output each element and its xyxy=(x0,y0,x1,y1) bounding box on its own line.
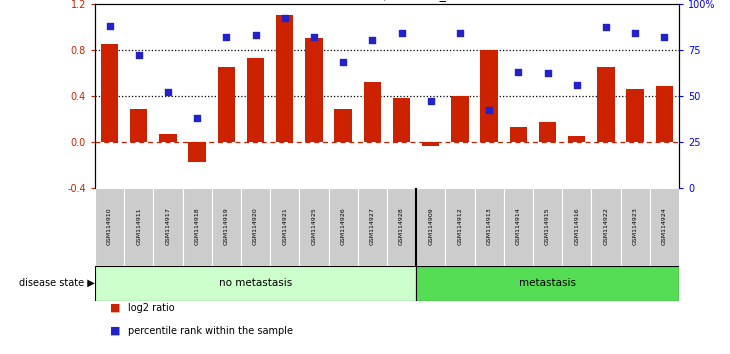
Bar xyxy=(305,38,323,142)
Bar xyxy=(95,188,124,266)
Point xyxy=(600,25,612,30)
Bar xyxy=(504,188,533,266)
Bar xyxy=(597,67,615,142)
Bar xyxy=(95,266,416,301)
Bar xyxy=(445,188,475,266)
Bar xyxy=(212,188,241,266)
Text: ■: ■ xyxy=(110,326,120,336)
Text: disease state ▶: disease state ▶ xyxy=(19,278,95,288)
Bar xyxy=(334,109,352,142)
Text: GSM114915: GSM114915 xyxy=(545,208,550,245)
Bar xyxy=(451,96,469,142)
Bar xyxy=(299,188,328,266)
Bar xyxy=(533,188,562,266)
Bar xyxy=(328,188,358,266)
Bar xyxy=(626,89,644,142)
Bar xyxy=(270,188,299,266)
Text: GSM114925: GSM114925 xyxy=(312,208,316,245)
Bar xyxy=(656,86,673,142)
Bar xyxy=(247,58,264,142)
Point xyxy=(425,98,437,104)
Text: GSM114914: GSM114914 xyxy=(516,208,520,245)
Text: GSM114923: GSM114923 xyxy=(633,208,637,245)
Bar xyxy=(393,98,410,142)
Bar xyxy=(620,188,650,266)
Text: GSM114913: GSM114913 xyxy=(487,208,491,245)
Point xyxy=(250,32,261,38)
Point xyxy=(542,71,553,76)
Bar xyxy=(358,188,387,266)
Bar xyxy=(568,136,585,142)
Bar xyxy=(650,188,679,266)
Point xyxy=(571,82,583,87)
Text: GSM114924: GSM114924 xyxy=(662,208,666,245)
Bar xyxy=(422,142,439,146)
Point xyxy=(220,34,232,40)
Text: GSM114927: GSM114927 xyxy=(370,208,374,245)
Point xyxy=(629,30,641,36)
Point xyxy=(454,30,466,36)
Bar xyxy=(562,188,591,266)
Bar xyxy=(124,188,153,266)
Text: GSM114919: GSM114919 xyxy=(224,208,228,245)
Bar xyxy=(241,188,270,266)
Point xyxy=(337,59,349,65)
Text: GSM114926: GSM114926 xyxy=(341,208,345,245)
Bar xyxy=(188,142,206,162)
Text: GSM114921: GSM114921 xyxy=(283,208,287,245)
Point xyxy=(133,52,145,58)
Bar xyxy=(153,188,182,266)
Point xyxy=(366,38,378,43)
Text: GSM114909: GSM114909 xyxy=(429,208,433,245)
Point xyxy=(396,30,407,36)
Bar xyxy=(387,188,416,266)
Point xyxy=(658,34,670,40)
Bar xyxy=(364,82,381,142)
Text: metastasis: metastasis xyxy=(519,278,576,288)
Point xyxy=(279,16,291,21)
Bar xyxy=(474,188,504,266)
Text: GSM114920: GSM114920 xyxy=(253,208,258,245)
Bar xyxy=(218,67,235,142)
Text: GSM114928: GSM114928 xyxy=(399,208,404,245)
Point xyxy=(162,89,174,95)
Text: GSM114911: GSM114911 xyxy=(137,208,141,245)
Text: GSM114912: GSM114912 xyxy=(458,208,462,245)
Point xyxy=(308,34,320,40)
Text: GSM114916: GSM114916 xyxy=(575,208,579,245)
Bar xyxy=(159,133,177,142)
Text: GSM114918: GSM114918 xyxy=(195,208,199,245)
Text: GSM114922: GSM114922 xyxy=(604,208,608,245)
Title: GDS3091 / 163168_1: GDS3091 / 163168_1 xyxy=(320,0,453,1)
Text: log2 ratio: log2 ratio xyxy=(128,303,174,313)
Bar xyxy=(182,188,212,266)
Text: ■: ■ xyxy=(110,303,120,313)
Bar xyxy=(591,188,620,266)
Text: GSM114910: GSM114910 xyxy=(107,208,112,245)
Point xyxy=(512,69,524,74)
Text: no metastasis: no metastasis xyxy=(219,278,292,288)
Bar xyxy=(101,44,118,142)
Text: percentile rank within the sample: percentile rank within the sample xyxy=(128,326,293,336)
Bar xyxy=(416,266,679,301)
Point xyxy=(483,108,495,113)
Bar xyxy=(130,109,147,142)
Text: GSM114917: GSM114917 xyxy=(166,208,170,245)
Point xyxy=(104,23,115,28)
Bar xyxy=(416,188,445,266)
Bar xyxy=(276,15,293,142)
Bar xyxy=(480,50,498,142)
Bar xyxy=(539,122,556,142)
Bar xyxy=(510,127,527,142)
Point xyxy=(191,115,203,120)
